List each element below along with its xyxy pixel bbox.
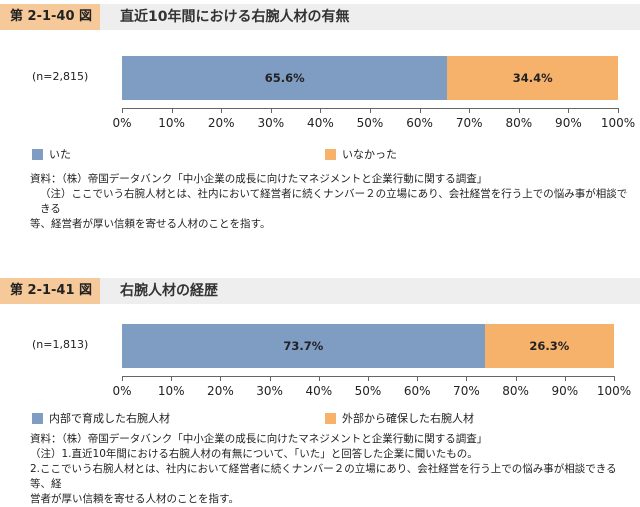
legend-swatch <box>325 412 336 424</box>
x-tick-label: 100% <box>600 116 636 130</box>
x-tick-label: 40% <box>305 384 333 398</box>
figure-number: 第 2-1-41 図 <box>0 278 100 304</box>
x-tick-label: 90% <box>551 384 579 398</box>
x-tick <box>270 108 272 113</box>
bar-segment-orange: 34.4% <box>447 56 618 100</box>
x-tick <box>469 108 471 113</box>
x-tick <box>122 108 123 113</box>
x-tick-label: 70% <box>455 116 483 130</box>
legend-item: 内部で育成した右腕人材 <box>32 410 170 426</box>
category-label: (n=2,815) <box>32 70 89 83</box>
x-tick <box>515 376 517 381</box>
x-tick <box>320 108 322 113</box>
legend-label: 外部から確保した右腕人材 <box>342 412 474 425</box>
x-tick <box>417 376 419 381</box>
x-tick-label: 20% <box>207 116 235 130</box>
note-line: 営者が厚い信頼を寄せる人材のことを指す。 <box>30 493 239 505</box>
x-tick <box>618 108 619 113</box>
bar-segment-blue: 65.6% <box>122 56 448 100</box>
legend-item: 外部から確保した右腕人材 <box>325 410 474 426</box>
bar-segment-blue: 73.7% <box>122 324 485 368</box>
x-tick <box>221 108 223 113</box>
x-tick-label: 80% <box>502 384 529 398</box>
note-line: 2.ここでいう右腕人材とは、社内において経営者に続くナンバー２の立場にあり、会社… <box>30 463 617 490</box>
x-tick-label: 70% <box>453 384 480 398</box>
x-tick-label: 100% <box>596 384 632 398</box>
figure-title: 右腕人材の経歴 <box>120 283 218 299</box>
note-line: 資料：（株）帝国データバンク「中小企業の成長に向けたマネジメントと企業行動に関す… <box>30 173 488 185</box>
data-label: 73.7% <box>283 339 324 353</box>
figure-2-1-40: 第 2-1-40 図 直近10年間における右腕人材の有無 (n=2,815) 65… <box>0 0 640 250</box>
legend-item: いなかった <box>325 146 397 162</box>
x-tick <box>466 376 468 381</box>
note-line: 等、経営者が厚い信頼を寄せる人材のことを指す。 <box>30 218 271 230</box>
data-label: 26.3% <box>529 339 570 353</box>
figure-number: 第 2-1-40 図 <box>0 4 100 30</box>
x-tick-label: 60% <box>406 116 433 130</box>
x-tick <box>318 376 320 381</box>
legend-label: 内部で育成した右腕人材 <box>49 412 170 425</box>
category-label: (n=1,813) <box>32 338 89 351</box>
x-tick-label: 30% <box>257 116 285 130</box>
x-tick <box>614 376 615 381</box>
x-tick <box>368 376 369 381</box>
legend-label: いなかった <box>342 148 397 161</box>
x-tick-label: 0% <box>112 384 132 398</box>
x-tick-label: 80% <box>505 116 533 130</box>
x-tick-label: 50% <box>354 384 382 398</box>
x-tick <box>564 376 566 381</box>
figure-2-1-41: 第 2-1-41 図 右腕人材の経歴 (n=1,813) 73.7% 26.3% 0%… <box>0 274 640 505</box>
x-tick <box>220 376 222 381</box>
x-tick <box>419 108 421 113</box>
data-label: 65.6% <box>264 71 305 85</box>
x-tick <box>171 108 173 113</box>
legend-label: いた <box>49 148 71 161</box>
legend-item: いた <box>32 146 71 162</box>
x-tick <box>568 108 570 113</box>
note-line: （注）1.直近10年間における右腕人材の有無について、「いた」と回答した企業に聞… <box>30 448 478 460</box>
x-tick-label: 20% <box>207 384 234 398</box>
x-tick <box>518 108 520 113</box>
figure-title-bar: 第 2-1-41 図 右腕人材の経歴 <box>0 278 640 304</box>
stacked-bar-chart: (n=1,813) 73.7% 26.3% 0% 10% 20% 30% 40% 50% 60% 7… <box>0 310 640 430</box>
note-line: 資料：（株）帝国データバンク「中小企業の成長に向けたマネジメントと企業行動に関す… <box>30 433 488 445</box>
x-tick-label: 30% <box>256 384 283 398</box>
legend-swatch <box>32 412 43 424</box>
chart-notes: 資料：（株）帝国データバンク「中小企業の成長に向けたマネジメントと企業行動に関す… <box>30 172 630 232</box>
x-tick <box>122 376 123 381</box>
x-tick <box>269 376 271 381</box>
x-tick-label: 10% <box>158 116 185 130</box>
legend-swatch <box>32 148 43 160</box>
stacked-bar-chart: (n=2,815) 65.6% 34.4% 0% 10% 20% 30% 40% 50% 60% 7… <box>0 36 640 161</box>
x-tick-label: 90% <box>555 116 582 130</box>
bar-segment-orange: 26.3% <box>484 324 614 368</box>
x-tick-label: 60% <box>403 384 431 398</box>
figure-title: 直近10年間における右腕人材の有無 <box>120 9 350 25</box>
x-tick-label: 10% <box>157 384 185 398</box>
figure-title-bar: 第 2-1-40 図 直近10年間における右腕人材の有無 <box>0 4 640 30</box>
note-line: （注）ここでいう右腕人材とは、社内において経営者に続くナンバー２の立場にあり、会… <box>40 188 628 215</box>
x-tick <box>370 108 371 113</box>
x-tick-label: 0% <box>112 116 132 130</box>
x-tick-label: 40% <box>307 116 334 130</box>
data-label: 34.4% <box>512 71 553 85</box>
x-tick-label: 50% <box>356 116 384 130</box>
chart-notes: 資料：（株）帝国データバンク「中小企業の成長に向けたマネジメントと企業行動に関す… <box>30 432 630 507</box>
legend-swatch <box>325 148 336 160</box>
x-tick <box>171 376 173 381</box>
